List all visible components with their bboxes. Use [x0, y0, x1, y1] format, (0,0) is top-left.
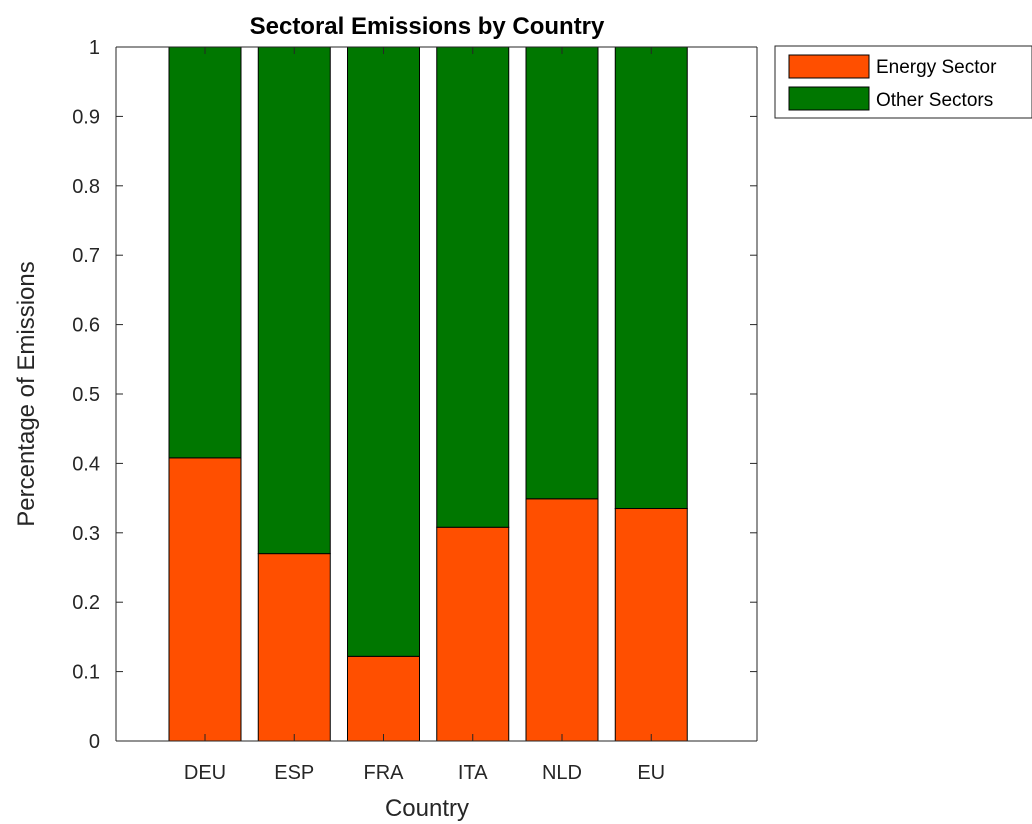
- bar-other-sectors-eu: [614, 46, 688, 510]
- bar-other-sectors-nld: [525, 46, 599, 500]
- legend-swatch-other-sectors: [788, 86, 870, 111]
- bar-other-sectors-deu: [168, 46, 242, 459]
- y-tick-label: 0.4: [72, 453, 100, 475]
- y-axis-label: Percentage of Emissions: [13, 261, 40, 526]
- bar-energy-sector-eu: [614, 508, 688, 742]
- y-tick-label: 0.9: [72, 106, 100, 128]
- legend-label-energy-sector: Energy Sector: [876, 57, 997, 78]
- x-tick-label: FRA: [364, 762, 405, 784]
- axes-group: [115, 46, 758, 742]
- x-axis-label: Country: [385, 795, 469, 822]
- y-tick-label: 0.7: [72, 245, 100, 267]
- y-tick-label: 0.8: [72, 176, 100, 198]
- bar-other-sectors-fra: [347, 46, 420, 657]
- bar-energy-sector-nld: [525, 498, 599, 742]
- bar-other-sectors-ita: [436, 46, 510, 528]
- y-tick-label: 1: [89, 37, 100, 59]
- x-tick-label: ESP: [274, 762, 314, 784]
- bars-group: [168, 46, 688, 742]
- y-tick-labels: 0 0.1 0.2 0.3 0.4 0.5 0.6 0.7 0.8 0.9 1: [72, 37, 100, 753]
- bar-energy-sector-esp: [257, 553, 331, 742]
- y-tick-label: 0: [89, 731, 100, 753]
- bar-energy-sector-ita: [436, 526, 510, 742]
- chart-title: Sectoral Emissions by Country: [250, 13, 605, 40]
- bar-energy-sector-deu: [168, 457, 242, 742]
- bar-other-sectors-esp: [257, 46, 331, 555]
- bar-energy-sector-fra: [347, 655, 420, 742]
- x-tick-label: DEU: [184, 762, 226, 784]
- y-tick-label: 0.1: [72, 662, 100, 684]
- x-tick-label: EU: [637, 762, 665, 784]
- y-tick-label: 0.6: [72, 315, 100, 337]
- x-tick-labels: DEU ESP FRA ITA NLD EU: [184, 762, 665, 784]
- x-tick-label: NLD: [542, 762, 582, 784]
- y-tick-label: 0.2: [72, 592, 100, 614]
- x-tick-label: ITA: [458, 762, 488, 784]
- y-tick-label: 0.3: [72, 523, 100, 545]
- legend-swatch-energy-sector: [788, 54, 870, 79]
- y-tick-label: 0.5: [72, 384, 100, 406]
- legend-label-other-sectors: Other Sectors: [876, 90, 993, 111]
- legend: Energy Sector Other Sectors: [774, 45, 1032, 119]
